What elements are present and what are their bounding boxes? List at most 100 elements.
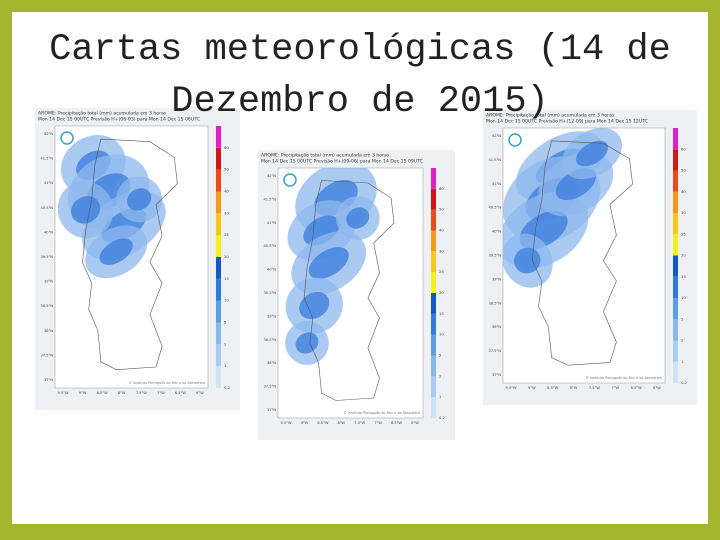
lat-label: 40°N — [267, 268, 276, 272]
colorbar-label: 20 — [224, 254, 229, 259]
lon-label: 9°W — [79, 391, 87, 395]
colorbar-segment — [431, 355, 436, 377]
colorbar-label: 60 — [681, 146, 686, 151]
colorbar-segment — [216, 213, 221, 236]
lon-label: 8°W — [118, 391, 126, 395]
colorbar-segment — [216, 169, 221, 192]
colorbar-label: 15 — [439, 311, 444, 316]
lat-label: 37°N — [492, 373, 501, 377]
title-line: Dezembro de 2015) — [171, 81, 549, 123]
lon-label: 8.5°W — [97, 391, 109, 395]
colorbar-segment — [673, 170, 678, 192]
precipitation — [285, 168, 380, 365]
colorbar-segment — [216, 147, 221, 170]
colorbar-segment — [673, 234, 678, 256]
colorbar-segment — [431, 293, 436, 314]
colorbar-label: 20 — [681, 253, 686, 258]
rain-core — [70, 196, 101, 224]
weather-map: AROME: Precipitação total (mm) acumulada… — [35, 108, 240, 410]
colorbar-segment — [216, 257, 221, 279]
lat-label: 40°N — [492, 230, 501, 234]
lon-label: 7.5°W — [136, 391, 148, 395]
colorbar-segment — [431, 209, 436, 231]
colorbar-label: 40 — [681, 189, 686, 194]
colorbar-label: 25 — [439, 269, 444, 274]
lat-label: 37.5°N — [489, 349, 502, 353]
colorbar-label: 2 — [439, 373, 442, 378]
lat-label: 41.5°N — [489, 158, 502, 162]
colorbar-segment — [216, 126, 221, 148]
lon-label: 6°W — [411, 421, 419, 425]
colorbar-label: 1 — [681, 359, 684, 364]
colorbar-label: 0.2 — [439, 415, 446, 420]
coastline — [82, 138, 178, 371]
colorbar-segment — [431, 230, 436, 252]
logo — [60, 131, 74, 145]
lat-label: 39.5°N — [41, 255, 54, 259]
colorbar-segment — [673, 319, 678, 341]
rain-core — [299, 291, 330, 320]
colorbar-label: 5 — [439, 353, 442, 358]
precipitation — [57, 135, 166, 279]
colorbar-segment — [673, 128, 678, 150]
coastline — [531, 140, 633, 366]
lat-label: 37.5°N — [41, 353, 54, 357]
colorbar-label: 15 — [224, 276, 229, 281]
lon-label: 9°W — [528, 386, 536, 390]
lon-label: 7°W — [374, 421, 382, 425]
colorbar-segment — [673, 213, 678, 235]
colorbar-label: 1 — [439, 394, 442, 399]
colorbar-segment — [431, 397, 436, 418]
lat-label: 38°N — [267, 361, 276, 365]
rain-core — [127, 188, 152, 211]
colorbar-segment — [431, 376, 436, 398]
lon-label: 8°W — [570, 386, 578, 390]
lat-label: 38°N — [44, 329, 53, 333]
colorbar-segment — [431, 188, 436, 210]
lat-label: 40.5°N — [489, 206, 502, 210]
lat-label: 41°N — [267, 221, 276, 225]
colorbar-label: 60 — [439, 186, 444, 191]
colorbar-segment — [216, 366, 221, 388]
colorbar-segment — [216, 235, 221, 257]
colorbar-label: 30 — [439, 248, 444, 253]
colorbar-segment — [673, 361, 678, 383]
map-heading: Mon 14 Dec 15 00UTC Previsão H+(09-06) p… — [261, 159, 423, 165]
lon-label: 6.5°W — [631, 386, 643, 390]
colorbar-label: 0.2 — [681, 380, 688, 385]
lon-label: 7°W — [157, 391, 165, 395]
colorbar-label: 15 — [681, 274, 686, 279]
colorbar-segment — [216, 278, 221, 301]
colorbar-segment — [673, 340, 678, 362]
colorbar-segment — [216, 322, 221, 345]
rain-core — [514, 247, 541, 274]
lat-label: 41.5°N — [41, 157, 54, 161]
colorbar-segment — [673, 276, 678, 298]
map-heading: Mon 14 Dec 15 00UTC Previsão H+(06-03) p… — [38, 117, 200, 123]
colorbar-label: 30 — [681, 210, 686, 215]
lat-label: 42°N — [492, 134, 501, 138]
lon-label: 6°W — [653, 386, 661, 390]
colorbar-label: 40 — [439, 228, 444, 233]
coastline — [303, 180, 395, 401]
colorbar-label: 10 — [681, 295, 686, 300]
colorbar-segment — [431, 272, 436, 293]
rain-core — [576, 140, 609, 167]
lat-label: 38.5°N — [264, 338, 277, 342]
lon-label: 7°W — [611, 386, 619, 390]
lon-label: 9.5°W — [280, 421, 292, 425]
colorbar-label: 2 — [224, 341, 227, 346]
lon-label: 9.5°W — [57, 391, 69, 395]
lat-label: 38°N — [492, 325, 501, 329]
colorbar-segment — [673, 298, 678, 320]
lon-label: 8.5°W — [547, 386, 559, 390]
colorbar-label: 30 — [224, 210, 229, 215]
lat-label: 39.5°N — [489, 254, 502, 258]
colorbar-label: 50 — [681, 168, 686, 173]
colorbar-segment — [216, 300, 221, 323]
colorbar-segment — [673, 149, 678, 171]
weather-map: AROME: Precipitação total (mm) acumulada… — [258, 150, 455, 440]
lat-label: 41°N — [44, 181, 53, 185]
lat-label: 40.5°N — [41, 206, 54, 210]
lat-label: 38.5°N — [41, 304, 54, 308]
